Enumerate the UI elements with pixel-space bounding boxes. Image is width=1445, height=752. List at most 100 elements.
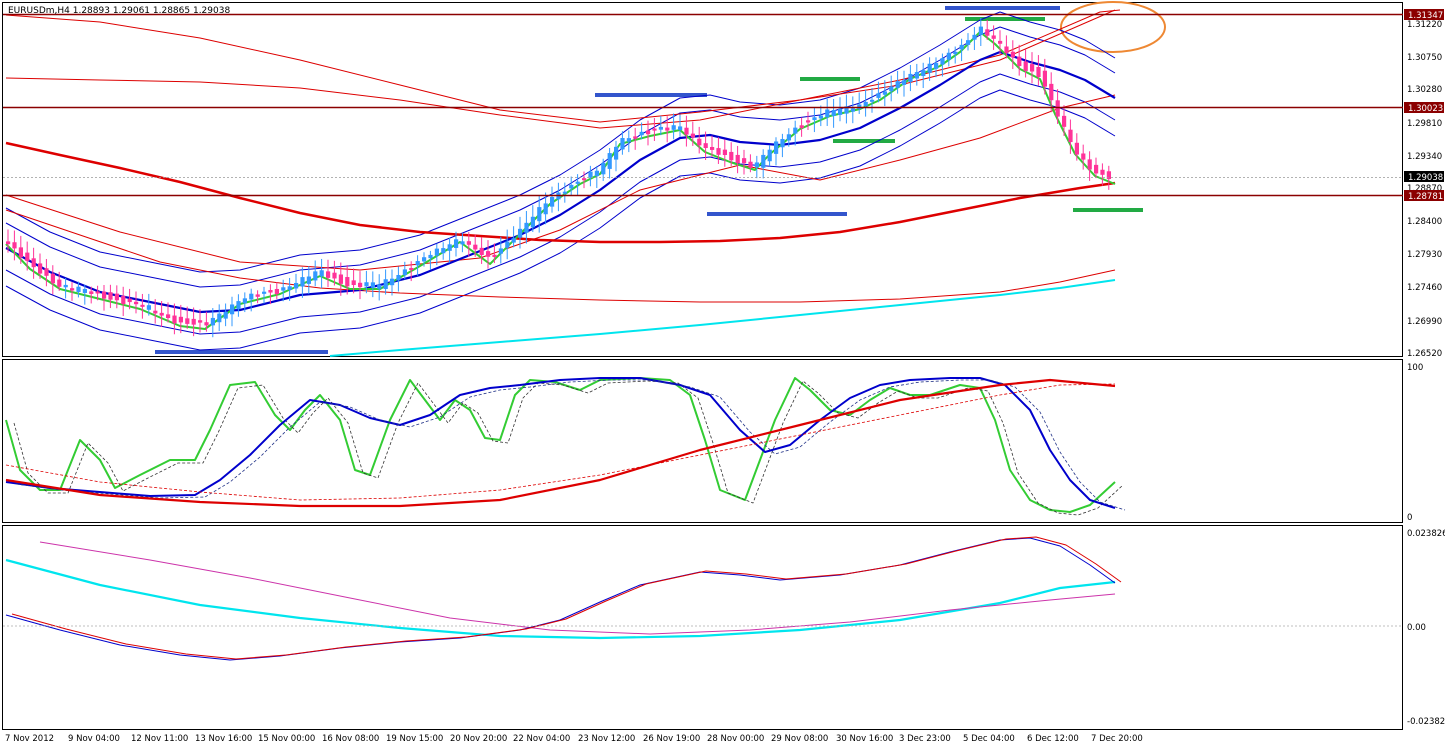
candle-bear — [646, 130, 651, 135]
candle-bull — [940, 58, 945, 65]
candle-bear — [95, 291, 100, 294]
candle-bear — [12, 242, 17, 249]
hline-tag-1-text: 1.31347 — [1408, 11, 1443, 21]
ma-thin-red-lower — [5, 209, 1116, 303]
time-label: 19 Nov 15:00 — [386, 734, 443, 744]
candle-bear — [748, 161, 753, 168]
candle-bull — [825, 109, 830, 118]
candle-bear — [159, 312, 164, 316]
candle-bear — [742, 158, 747, 164]
candle-bull — [242, 298, 247, 304]
candle-bull — [447, 244, 452, 251]
candle-bear — [114, 293, 119, 301]
candle-bear — [684, 127, 689, 135]
candle-bear — [1081, 153, 1086, 160]
envelope-upper — [5, 26, 1116, 288]
candle-bull — [217, 313, 222, 323]
candle-bull — [306, 276, 311, 284]
candle-bull — [498, 248, 503, 254]
candle-bull — [415, 261, 420, 266]
macd-cyan — [5, 558, 1116, 640]
candle-bull — [422, 257, 427, 262]
candle-bear — [166, 314, 171, 319]
symbol-info: EURUSDm,H4 1.28893 1.29061 1.28865 1.290… — [8, 6, 230, 16]
candle-bull — [294, 282, 299, 289]
time-label: 12 Nov 11:00 — [131, 734, 188, 744]
candle-bear — [703, 143, 708, 149]
candle-bull — [313, 271, 318, 281]
candle-bull — [953, 51, 958, 55]
time-axis: 7 Nov 2012 9 Nov 04:00 12 Nov 11:00 13 N… — [5, 734, 1143, 744]
candle-bear — [1010, 51, 1015, 58]
stoch-slow-signal — [15, 379, 1126, 511]
candle-bull — [838, 108, 843, 115]
candle-bear — [486, 251, 491, 257]
candle-bear — [326, 271, 331, 278]
hline-tag-2 — [1404, 102, 1444, 113]
candle-bear — [1030, 64, 1035, 72]
candle-bull — [678, 126, 683, 130]
candle-bear — [255, 294, 260, 297]
candle-bear — [1100, 169, 1105, 175]
time-label: 3 Dec 23:00 — [899, 734, 951, 744]
stoch-fast — [5, 377, 1116, 513]
candle-bear — [1106, 171, 1111, 180]
macd-panel[interactable] — [2, 525, 1403, 730]
candle-bull — [550, 196, 555, 207]
candle-bull — [978, 26, 983, 35]
candle-bull — [754, 162, 759, 168]
candle-bull — [230, 304, 235, 315]
candle-bull — [927, 63, 932, 73]
candle-bull — [262, 291, 267, 294]
candle-bear — [102, 291, 107, 299]
price-label: 1.29810 — [1407, 119, 1442, 129]
candle-bull — [639, 131, 644, 136]
time-label: 16 Nov 08:00 — [322, 734, 379, 744]
candle-bull — [569, 184, 574, 189]
candle-bear — [633, 136, 638, 139]
main-price-panel[interactable] — [2, 2, 1403, 357]
candle-bull — [959, 44, 964, 50]
candle-bear — [121, 295, 126, 305]
candle-bull — [620, 138, 625, 150]
candle-bear — [665, 127, 670, 131]
candle-bear — [345, 277, 350, 287]
macd-label-zero: 0.00 — [1407, 623, 1426, 633]
stoch-fast-signal — [13, 380, 1124, 516]
time-label: 30 Nov 16:00 — [836, 734, 893, 744]
candle-bull — [249, 293, 254, 300]
current-price-tag-text: 1.29038 — [1408, 173, 1443, 183]
candle-bull — [850, 108, 855, 112]
candle-bear — [134, 301, 139, 305]
candle-bear — [18, 247, 23, 258]
time-label: 23 Nov 12:00 — [578, 734, 635, 744]
candle-bull — [767, 149, 772, 162]
candle-bull — [761, 154, 766, 168]
candle-bear — [185, 318, 190, 324]
candle-bull — [383, 279, 388, 289]
candle-bull — [594, 170, 599, 177]
candle-bull — [63, 284, 68, 288]
annotation-ellipse — [1060, 1, 1166, 53]
candle-bull — [863, 101, 868, 106]
candle-bull — [370, 282, 375, 288]
candle-bull — [300, 277, 305, 287]
candle-bull — [223, 311, 228, 319]
candle-bear — [652, 128, 657, 131]
stochastic-panel[interactable] — [2, 359, 1403, 523]
candle-bull — [882, 91, 887, 95]
time-label: 15 Nov 00:00 — [258, 734, 315, 744]
candle-bear — [690, 133, 695, 138]
candle-bear — [1036, 67, 1041, 78]
candle-bull — [82, 288, 87, 293]
candle-bear — [31, 258, 36, 268]
time-label: 7 Dec 20:00 — [1091, 734, 1143, 744]
candle-bull — [876, 93, 881, 98]
candle-bull — [793, 127, 798, 134]
time-label: 29 Nov 08:00 — [771, 734, 828, 744]
candle-bear — [50, 273, 55, 284]
candle-bull — [607, 153, 612, 169]
candle-bear — [140, 304, 145, 307]
